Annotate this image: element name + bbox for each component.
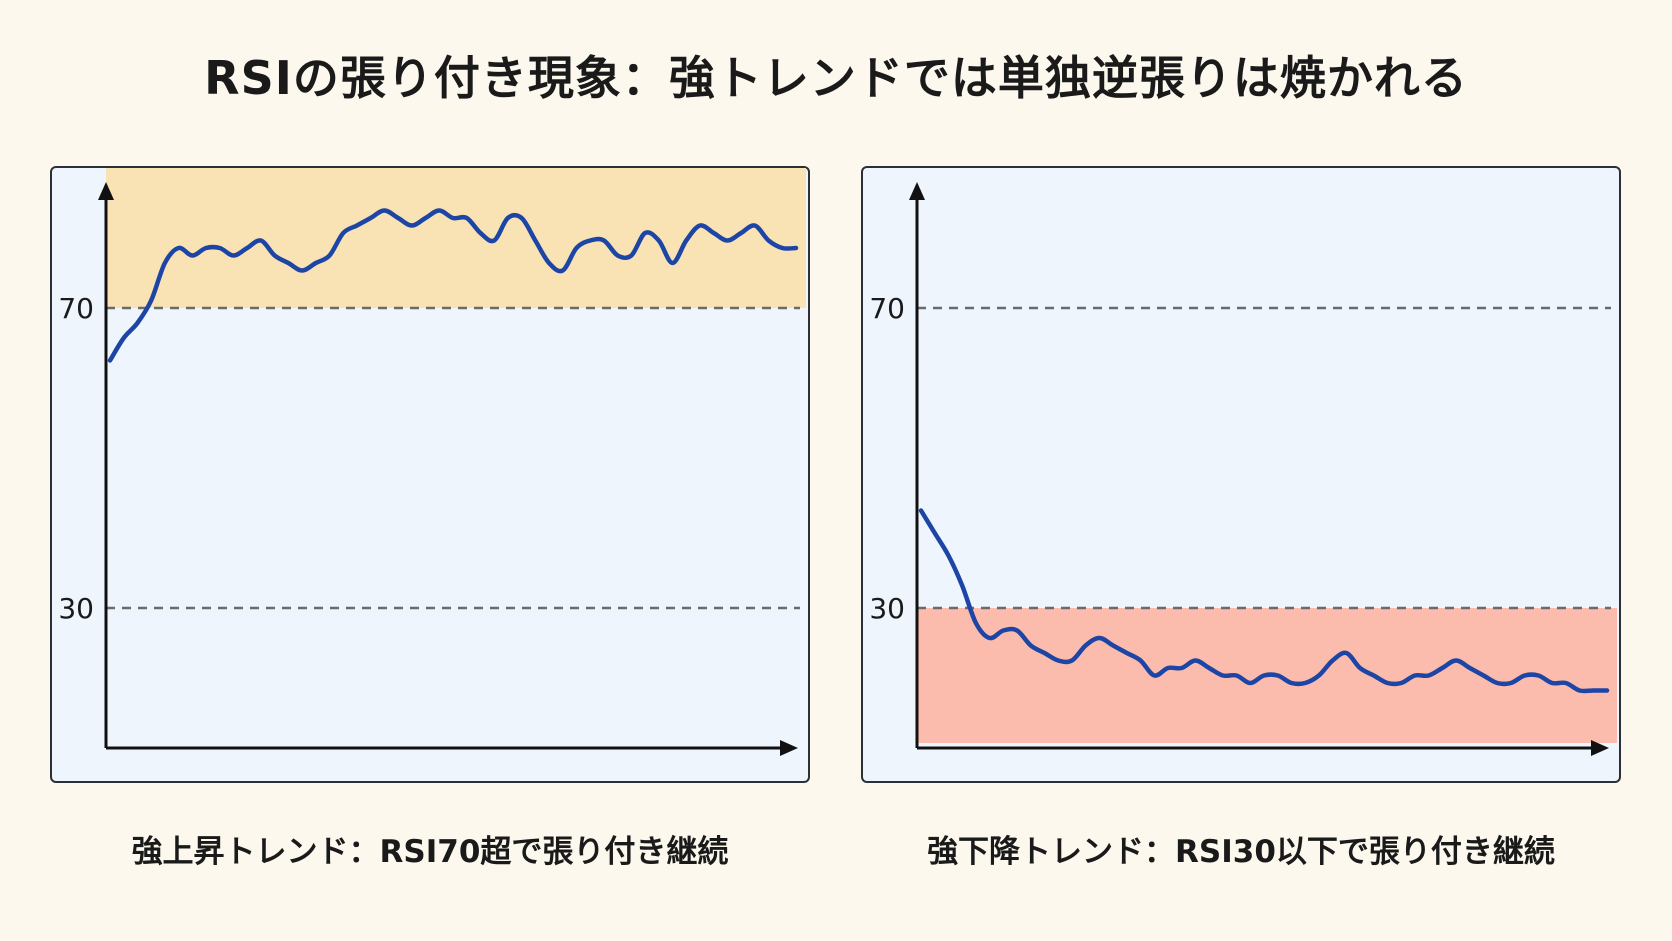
y-axis-arrow: [98, 182, 114, 200]
chart-title: RSIの張り付き現象：強トレンドでは単独逆張りは焼かれる: [204, 51, 1468, 105]
rsi-uptrend-chart: 70 30: [58, 168, 806, 756]
caption-downtrend: 強下降トレンド：RSI30以下で張り付き継続: [927, 834, 1555, 870]
y-tick-label-30: 30: [869, 592, 905, 625]
chart-panel-downtrend: 70 30: [861, 166, 1621, 783]
chart-panel-uptrend: 70 30: [50, 166, 810, 783]
y-axis-arrow: [909, 182, 925, 200]
rsi-series-line: [918, 508, 1610, 694]
x-axis-arrow: [1591, 740, 1609, 756]
y-tick-label-70: 70: [58, 292, 94, 325]
y-tick-label-70: 70: [869, 292, 905, 325]
caption-uptrend: 強上昇トレンド：RSI70超で張り付き継続: [131, 834, 729, 870]
highlight-band: [106, 168, 806, 308]
y-tick-label-30: 30: [58, 592, 94, 625]
x-axis-arrow: [780, 740, 798, 756]
rsi-downtrend-chart: 70 30: [869, 182, 1617, 756]
rsi-series-line: [107, 208, 799, 363]
